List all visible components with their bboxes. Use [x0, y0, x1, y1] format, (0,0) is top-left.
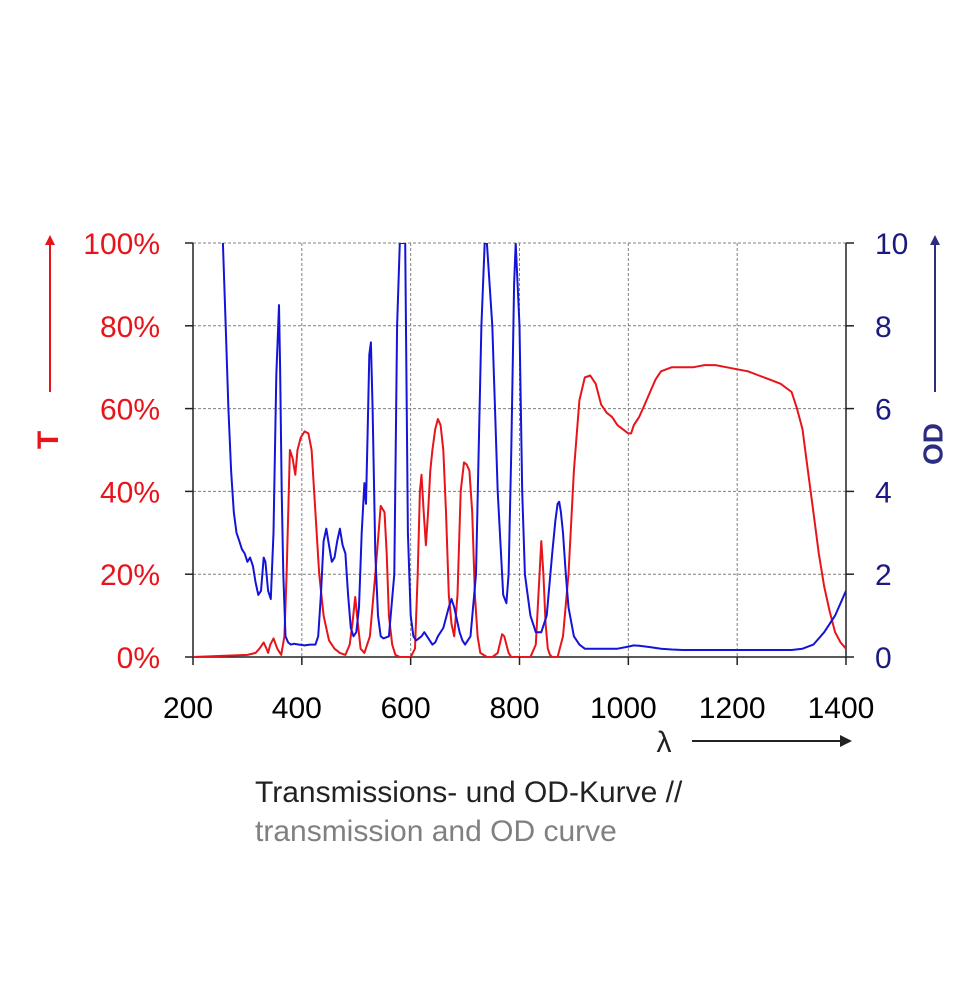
y-tick-label-left: 20%: [100, 559, 160, 592]
x-axis-title: λ: [657, 726, 672, 759]
caption-german: Transmissions- und OD-Kurve //: [255, 776, 683, 809]
x-tick-label: 600: [381, 692, 431, 725]
y-tick-label-left: 40%: [100, 476, 160, 509]
y-axis-title-left: T: [32, 431, 65, 449]
y-tick-label-left: 0%: [117, 642, 160, 675]
y-tick-label-left: 60%: [100, 394, 160, 427]
x-tick-label: 1200: [699, 692, 766, 725]
y-axis-title-right: OD: [917, 423, 948, 465]
x-tick-label: 200: [163, 692, 213, 725]
x-tick-label: 400: [272, 692, 322, 725]
x-tick-label: 1000: [590, 692, 657, 725]
y-tick-label-right: 6: [875, 394, 892, 427]
y-tick-label-left: 100%: [83, 228, 160, 261]
tick-labels: 0% 20% 40% 60% 80% 100% 0 2 4 6 8 10 200 400 600 800 100…: [83, 228, 908, 725]
y-tick-label-left: 80%: [100, 311, 160, 344]
y-tick-label-right: 8: [875, 311, 892, 344]
y-tick-label-right: 0: [875, 642, 892, 675]
x-tick-label: 1400: [808, 692, 875, 725]
caption-english: transmission and OD curve: [255, 815, 617, 848]
y-tick-label-right: 2: [875, 559, 892, 592]
od-curve: [221, 243, 846, 651]
x-tick-label: 800: [489, 692, 539, 725]
tick-marks: [185, 242, 854, 665]
series-lines: [193, 243, 846, 657]
y-tick-label-right: 4: [875, 476, 892, 509]
y-tick-label-right: 10: [875, 228, 908, 261]
